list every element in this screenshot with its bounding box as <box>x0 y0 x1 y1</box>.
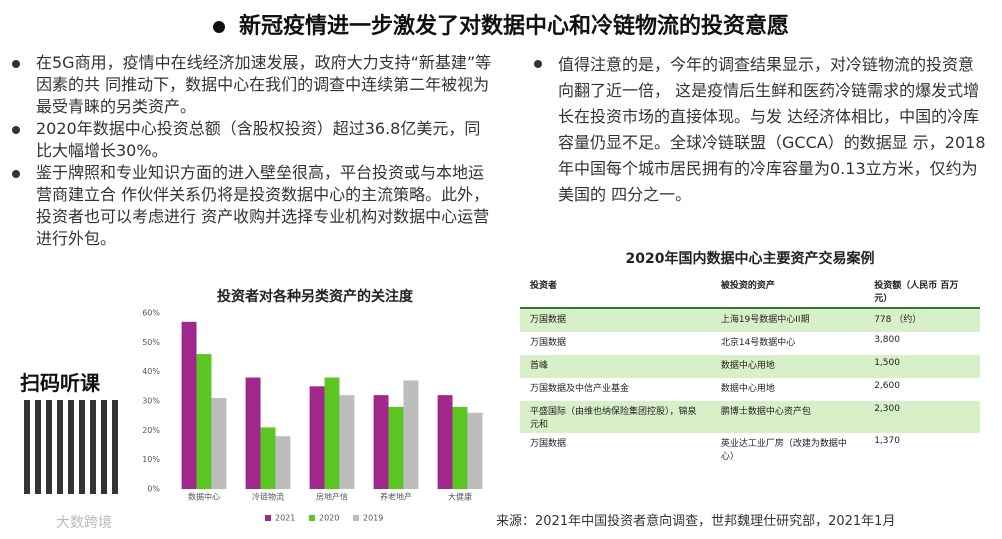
bar <box>196 354 212 489</box>
table-cell: 3,800 <box>874 335 900 345</box>
bar <box>324 377 340 489</box>
table-row: 平盛国际（由维也纳保险集团控股），锦泉元和 鹏博士数据中心资产包 2,300 <box>520 401 980 433</box>
table-row: 万国数据 北京14号数据中心 3,800 <box>520 332 980 355</box>
y-tick-label: 60% <box>142 309 160 318</box>
y-tick-label: 20% <box>142 426 160 435</box>
bullet: 在5G商用，疫情中在线经济加速发展，政府大力支持“新基建”等因素的共 同推动下，… <box>4 52 496 118</box>
bar <box>245 377 261 489</box>
table-cell: 万国数据 <box>530 338 567 348</box>
logo: 大数跨境 <box>56 515 112 531</box>
chart-title: 投资者对各种另类资产的关注度 <box>217 288 414 305</box>
qr-code <box>24 400 118 494</box>
bar <box>403 380 419 489</box>
bar <box>467 412 483 489</box>
legend-label: 2019 <box>363 514 383 523</box>
legend-label: 2020 <box>319 514 339 523</box>
qr-label: 扫码听课 <box>20 371 100 395</box>
bar <box>373 395 389 489</box>
table-header-row: 投资者 被投资的资产 投资额（人民币 百万元） <box>520 275 980 309</box>
table-cell: 上海19号数据中心II期 <box>710 308 865 332</box>
table-cell: 英业达工业厂房（改建为数据中心） <box>720 439 847 462</box>
table-row: 首峰 数据中心用地 1,500 <box>520 355 980 378</box>
header-cell: 投资额（人民币 百万元） <box>864 275 980 309</box>
title-text: 新冠疫情进一步激发了对数据中心和冷链物流的投资意愿 <box>238 14 789 39</box>
x-tick-label: 数据中心 <box>188 492 220 502</box>
x-tick-label: 养老地产 <box>380 492 412 502</box>
bar <box>339 395 355 489</box>
header-cell: 被投资的资产 <box>710 275 865 309</box>
table-cell: 数据中心用地 <box>720 384 775 394</box>
bar <box>309 386 325 489</box>
table: 投资者 被投资的资产 投资额（人民币 百万元） 万国数据 上海19号数据中心II期 778… <box>520 275 980 465</box>
table-cell: 万国数据及中信产业基金 <box>530 384 630 394</box>
source: 来源：2021年中国投资者意向调查，世邦魏理仕研究部，2021年1月 <box>496 514 896 529</box>
legend-swatch <box>353 515 359 521</box>
bar <box>260 427 276 489</box>
x-tick-label: 冷链物流 <box>252 492 284 502</box>
table-cell: 2,600 <box>874 381 900 391</box>
bar <box>275 436 291 489</box>
bar <box>181 321 197 489</box>
table-cell: 万国数据 <box>530 439 567 449</box>
y-tick-label: 30% <box>142 397 160 406</box>
x-tick-label: 大健康 <box>448 492 472 502</box>
legend-swatch <box>309 515 315 521</box>
bar <box>452 406 468 489</box>
table-cell: 北京14号数据中心 <box>720 338 796 348</box>
table-cell: 万国数据 <box>520 308 711 332</box>
bar <box>211 398 227 489</box>
table-row: 万国数据及中信产业基金 数据中心用地 2,600 <box>520 378 980 401</box>
table-cell: 数据中心用地 <box>710 355 865 378</box>
table-cell: 首峰 <box>520 355 711 378</box>
header-cell: 投资者 <box>520 275 711 309</box>
y-tick-label: 40% <box>142 367 160 376</box>
table-title: 2020年国内数据中心主要资产交易案例 <box>625 251 875 267</box>
table-wrap: 投资者 被投资的资产 投资额（人民币 百万元） 万国数据 上海19号数据中心II期 778… <box>520 275 980 465</box>
x-tick-label: 房地产信 <box>316 492 348 502</box>
table-cell: 2,300 <box>864 401 980 433</box>
table-cell: 778 （约） <box>864 308 980 332</box>
y-tick-label: 0% <box>147 485 160 494</box>
table-cell: 1,500 <box>864 355 980 378</box>
table-cell: 1,370 <box>874 436 900 446</box>
left-bullets: 在5G商用，疫情中在线经济加速发展，政府大力支持“新基建”等因素的共 同推动下，… <box>4 52 496 250</box>
bar <box>388 406 404 489</box>
table-row: 万国数据 上海19号数据中心II期 778 （约） <box>520 308 980 332</box>
table-cell: 平盛国际（由维也纳保险集团控股），锦泉元和 <box>520 401 711 433</box>
right-paragraph: 值得注意的是，今年的调查结果显示，对冷链物流的投资意向翻了近一倍， 这是疫情后生… <box>526 52 986 208</box>
y-tick-label: 10% <box>142 455 160 464</box>
bullet: 2020年数据中心投资总额（含股权投资）超过36.8亿美元，同比大幅增长30%。 <box>4 118 496 162</box>
table-cell: 鹏博士数据中心资产包 <box>710 401 865 433</box>
legend-label: 2021 <box>275 514 295 523</box>
table-row: 万国数据 英业达工业厂房（改建为数据中心） 1,370 <box>520 433 980 465</box>
legend-swatch <box>265 515 271 521</box>
y-tick-label: 50% <box>142 338 160 347</box>
bar <box>437 395 453 489</box>
slide-title: 新冠疫情进一步激发了对数据中心和冷链物流的投资意愿 <box>0 8 1002 40</box>
bullet: 鉴于牌照和专业知识方面的进入壁垒很高，平台投资或与本地运营商建立合 作伙伴关系仍… <box>4 162 496 250</box>
